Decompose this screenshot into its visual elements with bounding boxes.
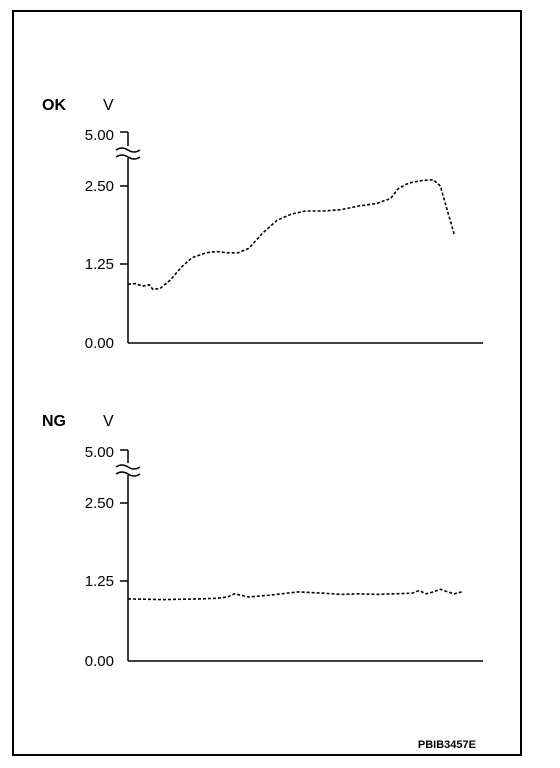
ng-series-line-0 xyxy=(127,588,462,601)
ok-chart-title: OK xyxy=(42,97,66,114)
ng-axis-break-symbol xyxy=(115,464,141,477)
ng-chart-title: NG xyxy=(42,413,66,430)
ok-chart: OK V 5.00 2.50 1.25 0.00 xyxy=(42,97,483,352)
ng-chart: NG V 5.00 2.50 1.25 0.00 xyxy=(42,413,483,670)
ng-ytick-125: 1.25 xyxy=(85,573,114,590)
ok-series-line-0 xyxy=(127,178,456,291)
ng-ytick-500: 5.00 xyxy=(85,444,114,461)
ng-ytick-000: 0.00 xyxy=(85,653,114,670)
ok-ytick-500: 5.00 xyxy=(85,127,114,144)
ok-axis-break-symbol xyxy=(115,147,141,160)
ng-ytick-250: 2.50 xyxy=(85,495,114,512)
ok-ytick-125: 1.25 xyxy=(85,256,114,273)
ok-ytick-000: 0.00 xyxy=(85,335,114,352)
figure-border xyxy=(12,10,522,756)
ok-chart-unit-label: V xyxy=(103,97,114,114)
ng-chart-unit-label: V xyxy=(103,413,114,430)
figure-code: PBIB3457E xyxy=(418,739,476,751)
ok-ytick-250: 2.50 xyxy=(85,178,114,195)
